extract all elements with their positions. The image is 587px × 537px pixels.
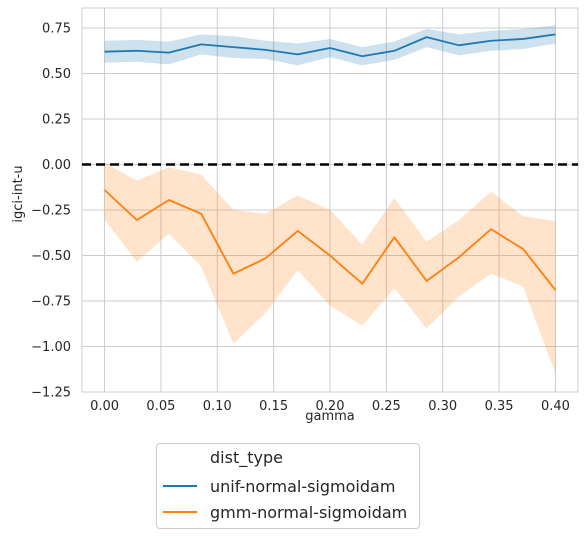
y-tick-label: −0.50 bbox=[31, 249, 71, 264]
legend-item-unif: unif-normal-sigmoidam bbox=[163, 474, 395, 498]
legend-title: dist_type bbox=[210, 448, 283, 467]
series-line-gmm bbox=[103, 189, 557, 291]
y-tick-label: −0.25 bbox=[31, 204, 71, 219]
series-line-unif bbox=[104, 33, 556, 58]
y-axis-label: igci-int-u bbox=[11, 165, 26, 222]
x-tick-label: 0.30 bbox=[428, 399, 457, 414]
y-tick-label: 0.00 bbox=[42, 158, 71, 173]
x-tick-label: 0.20 bbox=[316, 399, 345, 414]
x-tick-label: 0.35 bbox=[485, 399, 514, 414]
legend-swatch-gmm bbox=[163, 511, 197, 513]
x-tick-label: 0.25 bbox=[372, 399, 401, 414]
y-tick-label: −0.75 bbox=[31, 295, 71, 310]
ci-band-gmm bbox=[104, 162, 556, 374]
y-tick-label: 0.75 bbox=[42, 22, 71, 37]
legend-label-unif: unif-normal-sigmoidam bbox=[210, 476, 396, 496]
legend-item-gmm: gmm-normal-sigmoidam bbox=[163, 500, 407, 524]
y-tick-label: −1.25 bbox=[31, 386, 71, 401]
x-tick-label: 0.05 bbox=[146, 399, 175, 414]
x-tick-label: 0.15 bbox=[259, 399, 288, 414]
x-tick-label: 0.00 bbox=[90, 399, 119, 414]
x-axis-label: gamma bbox=[305, 409, 355, 424]
y-tick-label: 0.25 bbox=[42, 113, 71, 128]
y-tick-label: 0.50 bbox=[42, 67, 71, 82]
x-tick-label: 0.40 bbox=[541, 399, 570, 414]
legend: dist_type unif-normal-sigmoidam gmm-norm… bbox=[156, 443, 420, 529]
ci-band-unif bbox=[104, 25, 556, 66]
legend-swatch-unif bbox=[163, 485, 197, 487]
y-tick-label: −1.00 bbox=[31, 340, 71, 355]
legend-label-gmm: gmm-normal-sigmoidam bbox=[210, 502, 408, 522]
x-tick-label: 0.10 bbox=[203, 399, 232, 414]
